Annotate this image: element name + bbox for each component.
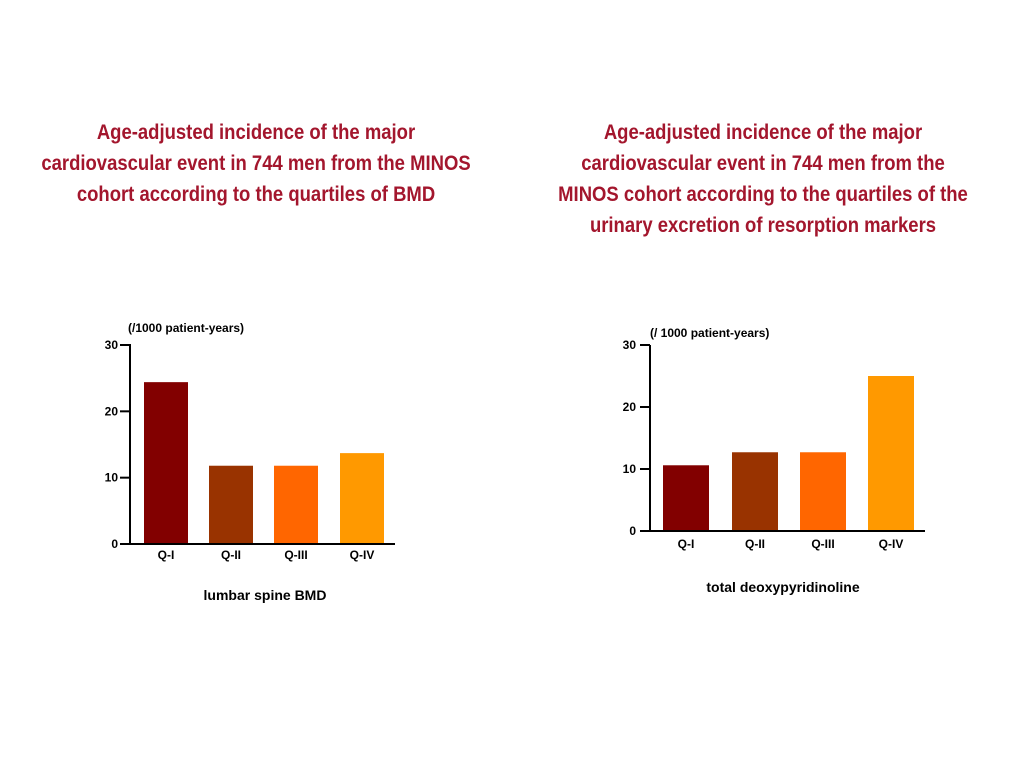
category-label: Q-IV [350,548,375,562]
y-tick-label: 0 [111,537,118,551]
category-label: Q-III [284,548,307,562]
bar-q-iv [340,453,384,544]
y-tick-label: 10 [105,471,119,485]
category-label: Q-II [221,548,241,562]
category-label: Q-I [158,548,175,562]
bar-q-ii [209,465,253,544]
bar-q-i [144,382,188,544]
y-unit-label: (/1000 patient-years) [128,321,244,335]
chart-title-left: Age-adjusted incidence of the major card… [41,121,471,206]
bar-q-iii [274,465,318,544]
y-tick-label: 30 [105,338,119,352]
chart-title-right: Age-adjusted incidence of the major card… [558,121,968,237]
y-tick-label: 20 [105,404,119,418]
x-axis-label: lumbar spine BMD [204,587,327,603]
